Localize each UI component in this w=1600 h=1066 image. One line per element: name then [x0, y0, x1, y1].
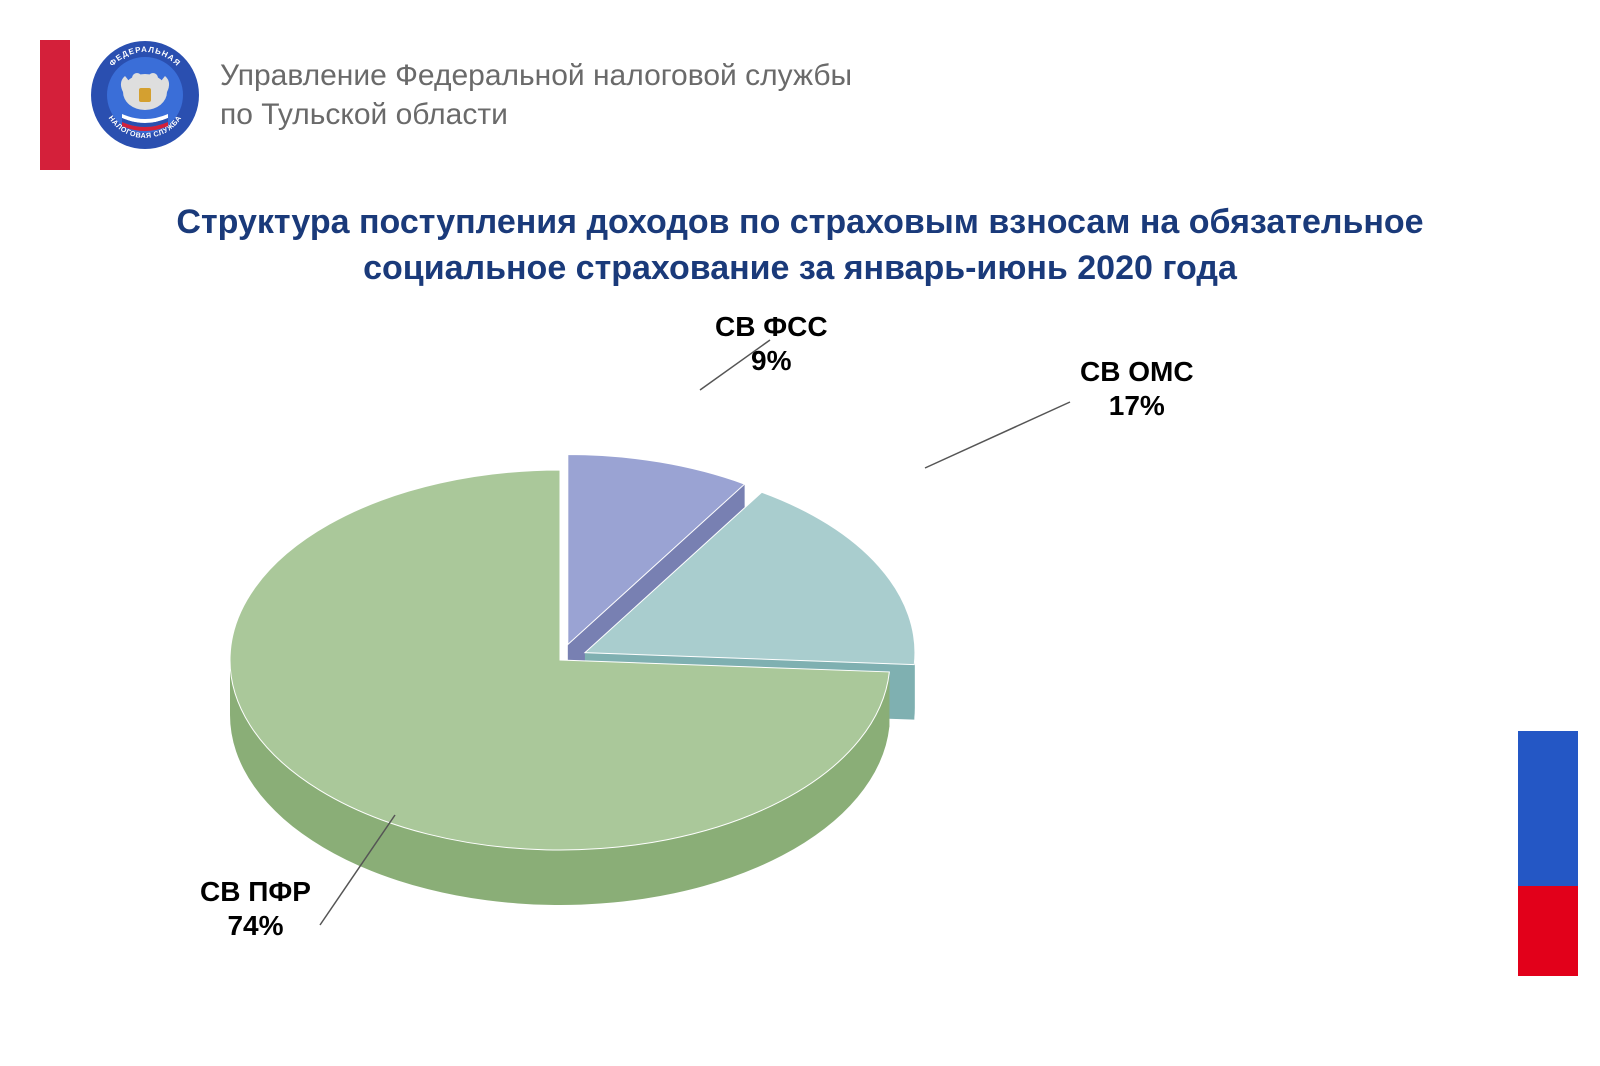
slice-label-percent: 74% — [200, 909, 311, 943]
org-name-line2: по Тульской области — [220, 95, 852, 134]
slice-label-name: СВ ОМС — [1080, 355, 1194, 389]
slice-label-oms: СВ ОМС17% — [1080, 355, 1194, 422]
slice-label-percent: 9% — [715, 344, 828, 378]
slice-label-fss: СВ ФСС9% — [715, 310, 828, 377]
corner-flag-blue — [1518, 731, 1578, 886]
slice-label-name: СВ ФСС — [715, 310, 828, 344]
accent-bar-red — [40, 40, 70, 170]
slice-label-percent: 17% — [1080, 389, 1194, 423]
corner-flag — [1518, 731, 1578, 976]
tax-service-emblem-icon: ФЕДЕРАЛЬНАЯ НАЛОГОВАЯ СЛУЖБА — [90, 40, 200, 150]
slice-label-name: СВ ПФР — [200, 875, 311, 909]
corner-flag-red — [1518, 886, 1578, 976]
pie-chart-svg — [140, 320, 1040, 960]
header: ФЕДЕРАЛЬНАЯ НАЛОГОВАЯ СЛУЖБА Управление … — [90, 40, 852, 150]
org-name: Управление Федеральной налоговой службы … — [220, 56, 852, 134]
pie-chart: СВ ФСС9%СВ ОМС17%СВ ПФР74% — [140, 320, 1040, 960]
slice-label-pfr: СВ ПФР74% — [200, 875, 311, 942]
org-name-line1: Управление Федеральной налоговой службы — [220, 56, 852, 95]
chart-title: Структура поступления доходов по страхов… — [0, 200, 1600, 292]
